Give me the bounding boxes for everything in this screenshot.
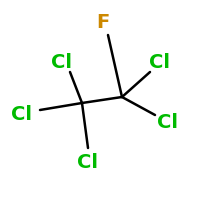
Text: Cl: Cl [150,52,170,72]
Text: F: F [96,12,110,31]
Text: Cl: Cl [52,52,72,72]
Text: Cl: Cl [12,106,32,124]
Text: Cl: Cl [78,154,98,172]
Text: Cl: Cl [158,112,179,132]
